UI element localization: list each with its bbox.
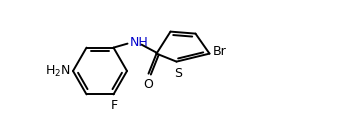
Text: H$_2$N: H$_2$N <box>46 63 71 79</box>
Text: O: O <box>144 78 154 91</box>
Text: S: S <box>175 67 183 80</box>
Text: F: F <box>111 99 118 112</box>
Text: Br: Br <box>213 45 226 58</box>
Text: NH: NH <box>129 36 148 49</box>
